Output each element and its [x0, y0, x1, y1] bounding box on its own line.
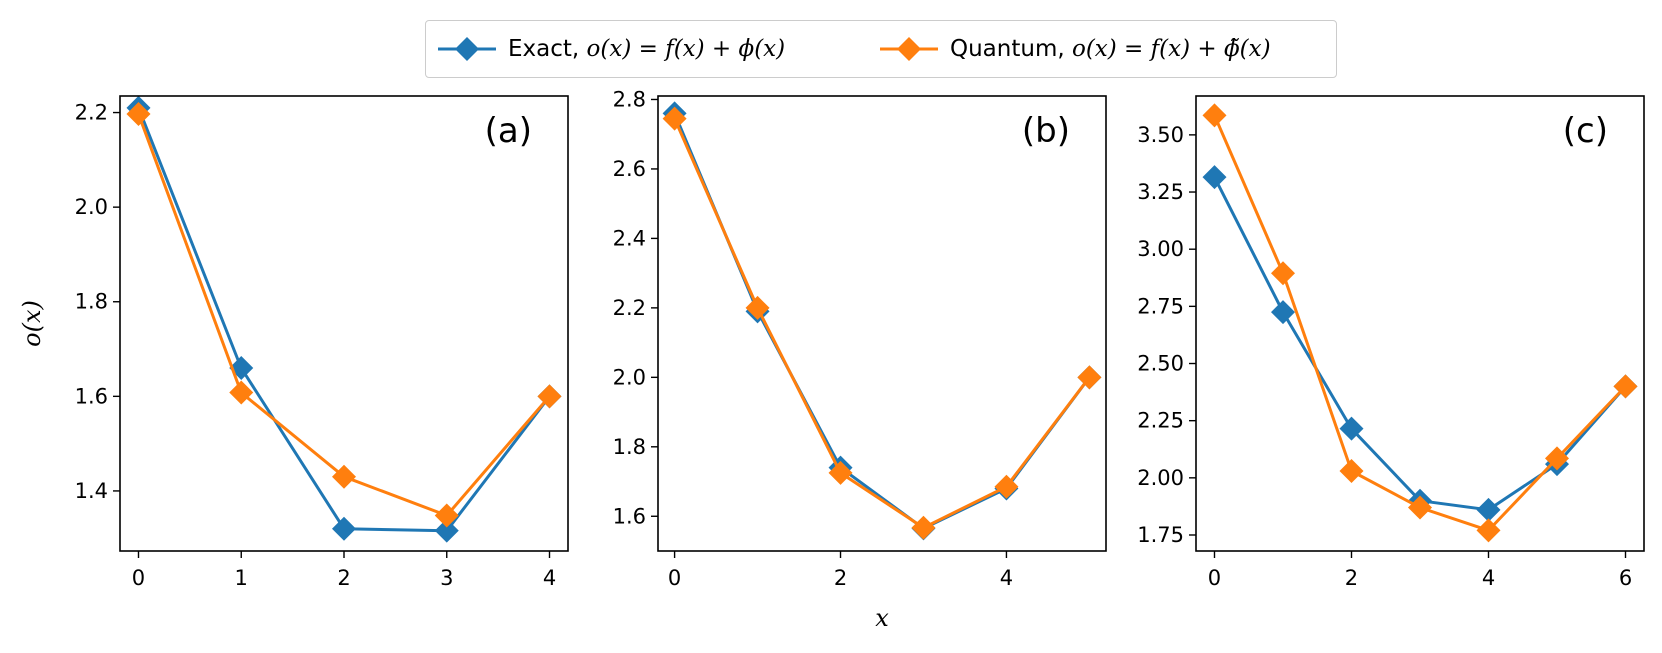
panel-label: (c) [1563, 111, 1608, 151]
plot-frame [657, 95, 1107, 552]
y-tick-label: 1.8 [75, 290, 108, 314]
legend-prefix-quantum: Quantum, [950, 36, 1072, 62]
y-axis-label: o(x) [18, 300, 46, 347]
y-tick-label: 2.75 [1137, 294, 1184, 318]
data-point-quantum [994, 474, 1019, 499]
x-tick-label: 0 [1208, 566, 1221, 590]
y-tick-label: 3.25 [1137, 180, 1184, 204]
legend-marker-quantum [880, 37, 938, 61]
data-point-exact [1202, 165, 1227, 190]
x-tick-label: 2 [1345, 566, 1358, 590]
data-point-quantum [1408, 495, 1432, 520]
x-tick-label: 4 [543, 566, 556, 590]
data-point-exact [332, 516, 356, 541]
data-point-quantum [1202, 103, 1227, 128]
y-tick-label: 2.2 [75, 101, 108, 125]
x-tick-label: 0 [132, 566, 145, 590]
x-tick-label: 6 [1619, 566, 1632, 590]
y-tick-label: 3.00 [1137, 237, 1184, 261]
x-tick-label: 1 [235, 566, 248, 590]
series-line-exact [673, 112, 1091, 530]
y-tick-label: 1.6 [75, 384, 108, 408]
data-point-exact [434, 518, 459, 543]
data-point-quantum [434, 503, 459, 528]
data-point-quantum [911, 515, 936, 540]
y-tick-label: 1.6 [613, 504, 646, 528]
data-point-quantum [126, 101, 151, 126]
plot-frame [1195, 95, 1645, 552]
y-tick-label: 2.0 [75, 195, 108, 219]
data-point-quantum [745, 295, 770, 320]
data-point-quantum [1339, 458, 1364, 483]
x-tick-label: 4 [1482, 566, 1495, 590]
panel-label: (a) [485, 111, 532, 151]
y-tick-label: 2.6 [613, 157, 646, 181]
legend-label-quantum: Quantum, o(x) = f(x) + ϕ̃(x) [950, 36, 1271, 62]
y-tick-label: 2.2 [613, 296, 646, 320]
x-tick-label: 4 [1000, 566, 1013, 590]
chart-panel-c: 0 2 4 6 1.75 2.00 2.25 2.50 2.75 3.00 3.25 3.50 (c) [1137, 95, 1645, 590]
data-point-quantum [662, 106, 687, 131]
legend-entry-exact: Exact, o(x) = f(x) + ϕ(x) [436, 21, 785, 77]
legend-formula-quantum: o(x) = f(x) + ϕ̃(x) [1071, 36, 1271, 62]
data-point-quantum [229, 380, 254, 405]
y-tick-label: 1.75 [1137, 523, 1184, 547]
y-tick-label: 1.8 [613, 435, 646, 459]
y-tick-label: 2.4 [613, 226, 646, 250]
data-point-quantum [1613, 374, 1638, 399]
data-point-quantum [828, 460, 853, 485]
legend-prefix-exact: Exact, [508, 36, 587, 62]
data-point-exact [1339, 416, 1364, 441]
y-tick-label: 1.4 [75, 479, 108, 503]
chart-legend: Exact, o(x) = f(x) + ϕ(x) Quantum, o(x) … [425, 20, 1337, 78]
chart-panel-b: 0 2 4 1.6 1.8 2.0 2.2 2.4 2.6 2.8 (b) x [613, 87, 1107, 632]
data-point-quantum [1077, 365, 1102, 390]
data-point-quantum [537, 384, 562, 409]
x-tick-label: 2 [337, 566, 350, 590]
y-tick-label: 2.0 [613, 365, 646, 389]
y-tick-label: 2.50 [1137, 352, 1184, 376]
data-point-exact [1476, 497, 1501, 522]
x-tick-label: 3 [440, 566, 453, 590]
data-point-quantum [332, 464, 356, 489]
x-tick-label: 2 [834, 566, 847, 590]
y-tick-label: 3.50 [1137, 123, 1184, 147]
y-tick-label: 2.25 [1137, 409, 1184, 433]
series-line-quantum [673, 117, 1091, 530]
legend-entry-quantum: Quantum, o(x) = f(x) + ϕ̃(x) [878, 21, 1271, 77]
data-point-quantum [1545, 446, 1570, 471]
chart-panel-a: 0 1 2 3 4 1.4 1.6 1.8 2.0 2.2 (a) o(x) [18, 95, 569, 590]
data-point-quantum [1270, 261, 1295, 286]
data-point-exact [1270, 300, 1295, 325]
legend-marker-exact [438, 37, 496, 61]
x-tick-label: 0 [668, 566, 681, 590]
y-tick-label: 2.8 [613, 87, 646, 111]
panel-label: (b) [1022, 111, 1070, 151]
series-line-quantum [137, 113, 551, 517]
data-point-quantum [1476, 518, 1501, 543]
y-tick-label: 2.00 [1137, 466, 1184, 490]
legend-formula-exact: o(x) = f(x) + ϕ(x) [586, 36, 786, 62]
legend-label-exact: Exact, o(x) = f(x) + ϕ(x) [508, 36, 785, 62]
x-axis-label: x [875, 604, 889, 632]
